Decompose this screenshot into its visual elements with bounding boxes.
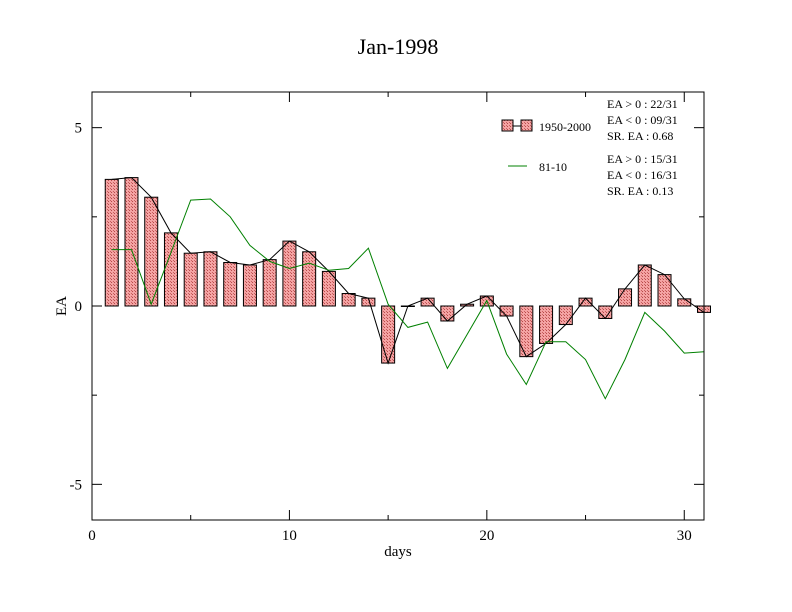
bar-day-3 [144,196,159,307]
bar-day-22 [519,305,534,358]
bar-day-4 [163,232,178,307]
bar-day-23 [539,305,554,344]
legend-bar-swatch-left [501,119,514,132]
y-tick-label-0: 0 [75,299,83,315]
bar-day-9 [262,259,277,307]
legend-stat-81-10-2: SR. EA : 0.13 [607,184,673,198]
bar-day-7 [223,261,238,307]
bar-day-6 [203,251,218,307]
legend: 1950-2000 EA > 0 : 22/31 EA < 0 : 09/31 SR.… [501,97,678,198]
bar-day-17 [420,297,435,307]
bar-day-18 [440,305,455,322]
bar-day-29 [657,274,672,307]
x-axis-label: days [384,544,412,560]
y-axis-label: EA [54,296,70,316]
x-tick-label-20: 20 [479,528,494,544]
y-tick-label--5: -5 [70,477,83,493]
x-tick-label-10: 10 [282,528,297,544]
legend-stat-81-10-0: EA > 0 : 15/31 [607,152,678,166]
legend-label-1950-2000: 1950-2000 [539,120,591,134]
bar-day-27 [618,288,633,307]
legend-stat-1950-2000-1: EA < 0 : 09/31 [607,113,678,127]
legend-stat-81-10-1: EA < 0 : 16/31 [607,168,678,182]
series-line-81-10 [111,198,705,400]
bar-day-15 [381,305,396,364]
bar-day-10 [282,240,297,307]
chart-title: Jan-1998 [358,34,439,59]
bar-day-1 [104,178,119,307]
legend-bar-swatch-right [520,119,533,132]
legend-stat-1950-2000-0: EA > 0 : 22/31 [607,97,678,111]
bar-day-5 [183,252,198,307]
plot-area [104,177,711,400]
x-tick-label-0: 0 [88,528,96,544]
bar-day-8 [242,264,257,307]
axes: 0 10 20 30 -5 0 5 [70,92,704,544]
legend-stat-1950-2000-2: SR. EA : 0.68 [607,129,673,143]
legend-label-81-10: 81-10 [539,160,567,174]
y-tick-label-5: 5 [75,121,83,137]
bar-day-2 [124,177,139,307]
series-line-1950-2000 [111,177,705,365]
bar-day-11 [302,251,317,307]
bar-day-24 [558,305,573,326]
bar-day-13 [341,293,356,307]
x-tick-label-30: 30 [677,528,692,544]
